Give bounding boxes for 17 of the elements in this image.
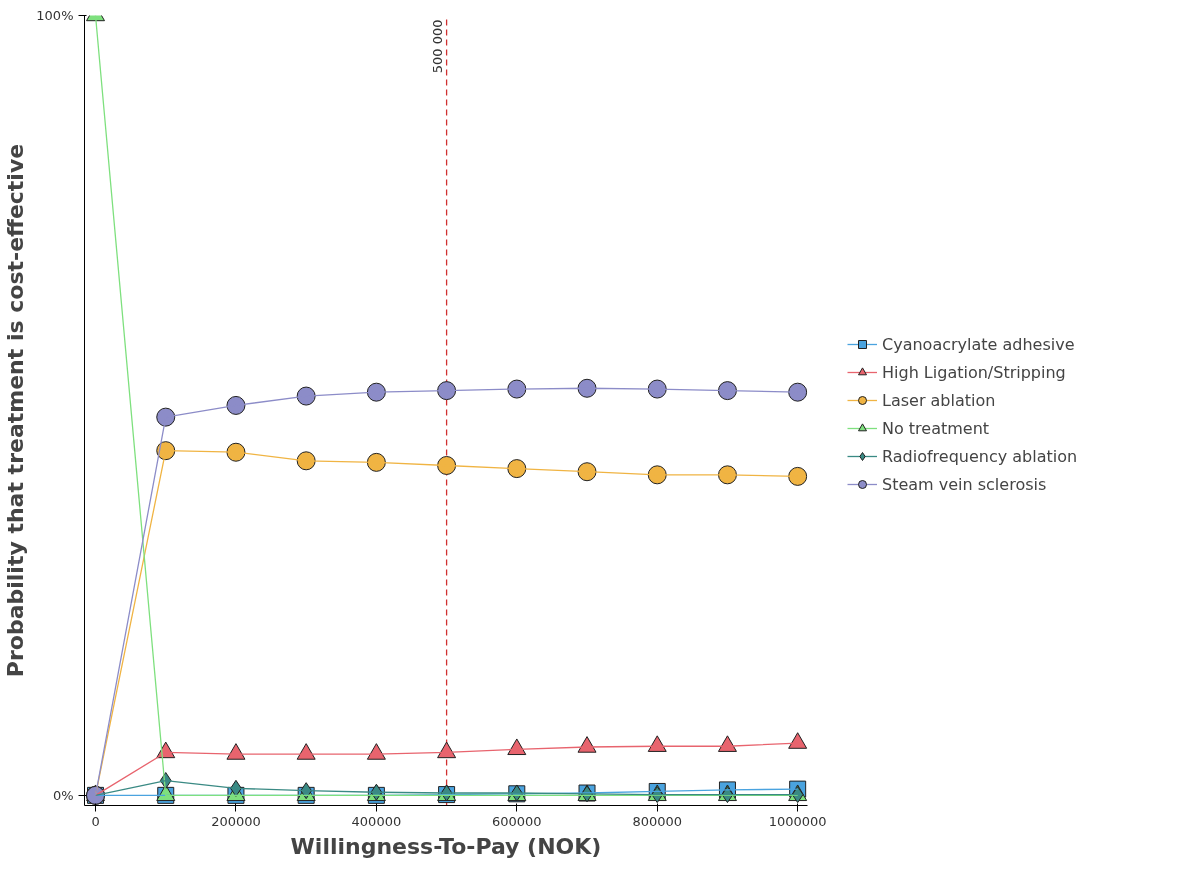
- x-tick-label: 0: [91, 813, 100, 829]
- x-tick-label: 800000: [632, 813, 683, 829]
- legend-label: No treatment: [882, 418, 990, 438]
- legend-label: Steam vein sclerosis: [882, 474, 1047, 494]
- legend-label: High Ligation/Stripping: [882, 362, 1066, 382]
- x-axis-title: Willingness-To-Pay (NOK): [290, 833, 602, 859]
- x-tick-label: 400000: [351, 813, 402, 829]
- x-tick-label: 1000000: [768, 813, 827, 829]
- y-tick-label: 100%: [36, 8, 74, 23]
- x-tick-label: 200000: [211, 813, 261, 829]
- y-axis-title: Probability that treatment is cost-effective: [3, 143, 29, 678]
- y-tick-label: 0%: [52, 787, 74, 803]
- legend-label: Cyanoacrylate adhesive: [882, 334, 1075, 354]
- x-tick-label: 600000: [492, 813, 542, 829]
- legend-label: Radiofrequency ablation: [882, 446, 1078, 466]
- legend-label: Laser ablation: [882, 390, 996, 410]
- ref-line-label: 500 000: [429, 19, 445, 74]
